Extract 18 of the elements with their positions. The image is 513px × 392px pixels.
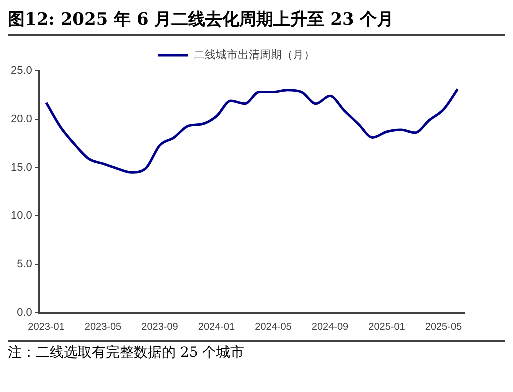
y-tick-label: 10.0 bbox=[10, 210, 32, 222]
y-tick-label: 20.0 bbox=[10, 113, 32, 126]
x-tick-label: 2024-05 bbox=[255, 322, 292, 333]
legend-label: 二线城市出清周期（月） bbox=[194, 48, 315, 62]
text: 注：二线选取有完整数据的 25 个城市 bbox=[8, 344, 246, 362]
y-tick-label: 25.0 bbox=[10, 65, 32, 78]
chart-title: 图12: 2025 年 6 月二线去化周期上升至 23 个月 bbox=[8, 8, 505, 36]
x-tick-label: 2025-05 bbox=[425, 322, 463, 333]
x-tick-label: 2023-05 bbox=[84, 322, 122, 333]
x-tick-label: 2024-01 bbox=[198, 322, 236, 333]
x-tick-label: 2023-09 bbox=[142, 322, 179, 333]
x-tick-label: 2024-09 bbox=[312, 322, 350, 333]
y-tick-label: 0.0 bbox=[17, 307, 32, 320]
x-tick-label: 2023-01 bbox=[28, 322, 66, 333]
line-series bbox=[45, 88, 460, 174]
x-tick-label: 2025-01 bbox=[368, 322, 406, 333]
y-tick-label: 5.0 bbox=[17, 258, 32, 271]
y-tick-label: 15.0 bbox=[10, 162, 32, 174]
